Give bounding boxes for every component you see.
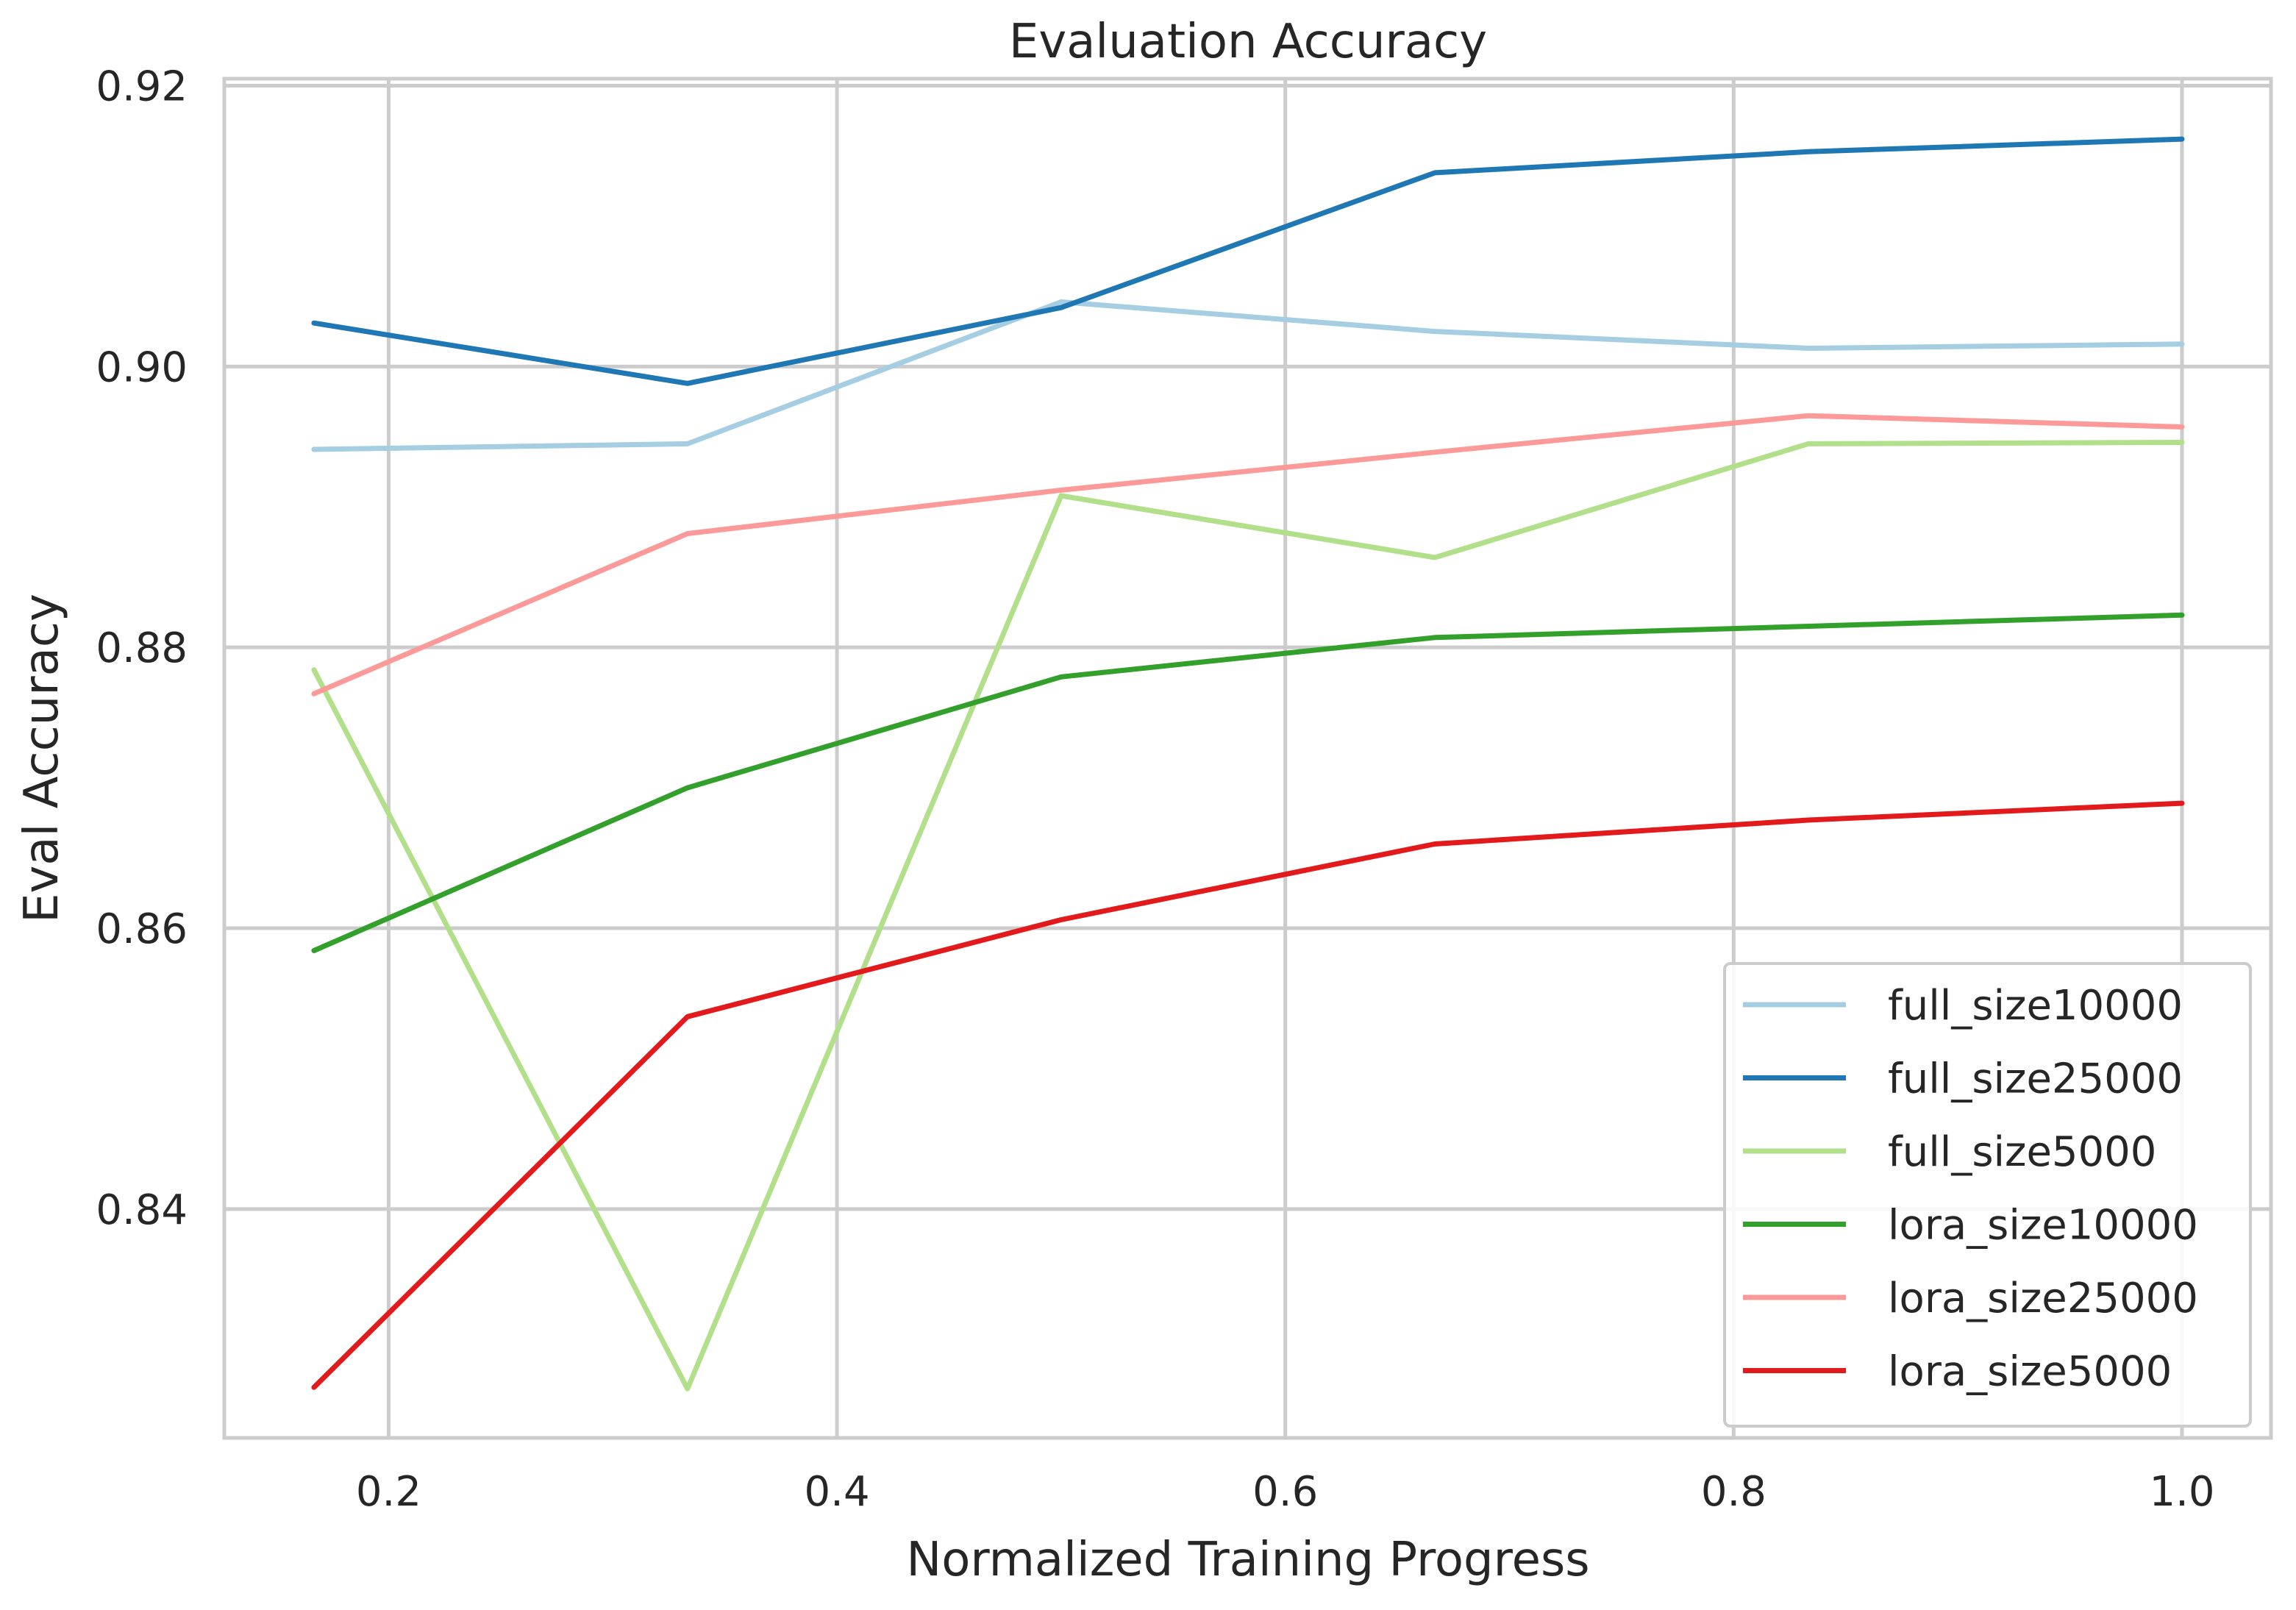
y-tick-label: 0.92 (96, 63, 188, 111)
series-line-full_size25000 (311, 136, 2185, 386)
y-tick-label: 0.88 (96, 624, 188, 672)
x-tick-label: 0.6 (1252, 1468, 1318, 1516)
series-line-lora_size10000 (311, 612, 2185, 953)
legend-label: lora_size5000 (1888, 1348, 2172, 1396)
y-tick-labels: 0.84 0.86 0.88 0.90 0.92 (96, 63, 188, 1234)
legend: full_size10000 full_size25000 full_size500… (1723, 962, 2252, 1428)
y-axis-label: Eval Accuracy (15, 594, 69, 923)
x-tick-label: 0.8 (1701, 1468, 1766, 1516)
x-axis-label: Normalized Training Progress (906, 1533, 1589, 1587)
series-line-full_size5000 (311, 440, 2185, 1392)
x-tick-label: 1.0 (2149, 1468, 2214, 1516)
y-tick-label: 0.84 (96, 1186, 188, 1234)
x-tick-label: 0.2 (356, 1468, 421, 1516)
plot-frame (222, 76, 2273, 1440)
chart-title: Evaluation Accuracy (1009, 15, 1487, 69)
legend-label: full_size25000 (1888, 1055, 2183, 1103)
series-lines (311, 136, 2185, 1392)
y-tick-label: 0.86 (96, 905, 188, 953)
series-line-lora_size25000 (311, 413, 2185, 697)
legend-label: full_size10000 (1888, 982, 2183, 1030)
series-line-lora_size5000 (311, 800, 2185, 1390)
grid-lines (224, 79, 2271, 1438)
legend-label: full_size5000 (1888, 1128, 2156, 1176)
legend-label: lora_size10000 (1888, 1202, 2198, 1250)
legend-box (1723, 962, 2252, 1428)
y-tick-label: 0.90 (96, 343, 188, 391)
x-tick-label: 0.4 (805, 1468, 870, 1516)
x-tick-labels: 0.2 0.4 0.6 0.8 1.0 (356, 1468, 2215, 1516)
legend-label: lora_size25000 (1888, 1275, 2198, 1322)
series-line-full_size10000 (311, 299, 2185, 452)
